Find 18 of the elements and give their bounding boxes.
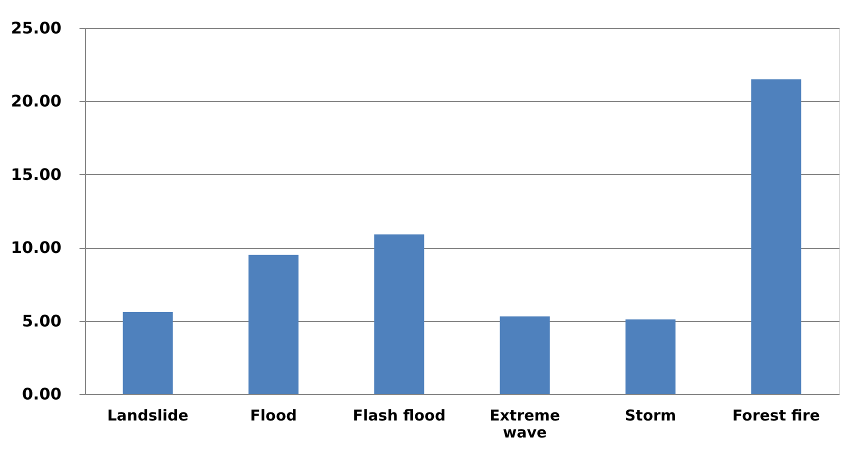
y-tick-label: 0.00 — [22, 384, 62, 404]
bar — [248, 254, 298, 394]
y-tick-label: 20.00 — [10, 92, 62, 111]
bar — [751, 79, 802, 394]
x-tick-label: Flash flood — [352, 406, 446, 424]
bar — [500, 316, 550, 394]
x-tick-label: Forest fire — [732, 406, 820, 424]
y-tick-label: 10.00 — [10, 238, 62, 258]
y-tick-label: 15.00 — [10, 164, 62, 184]
x-tick-label: Storm — [624, 406, 676, 424]
x-tick-label: Landslide — [107, 406, 188, 424]
bar — [626, 319, 676, 394]
x-tick-label: Extreme wave — [490, 406, 560, 442]
y-tick-label: 25.00 — [10, 18, 62, 38]
y-tick-label: 5.00 — [22, 311, 62, 330]
bar — [122, 312, 173, 394]
x-tick-label: Flood — [250, 406, 297, 424]
bar — [374, 234, 424, 394]
